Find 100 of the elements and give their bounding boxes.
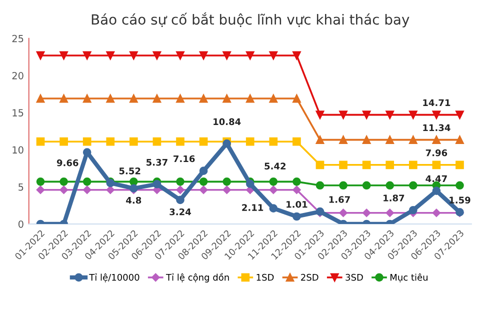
point bbox=[408, 136, 418, 144]
point bbox=[292, 186, 301, 194]
data-label: 4.47 bbox=[426, 175, 447, 182]
data-label: 1.59 bbox=[450, 196, 470, 204]
point bbox=[152, 94, 162, 103]
point bbox=[176, 178, 184, 186]
point bbox=[130, 51, 138, 60]
point bbox=[152, 137, 162, 146]
point bbox=[222, 186, 231, 194]
point bbox=[339, 208, 348, 217]
point bbox=[292, 94, 301, 103]
data-label: 2.11 bbox=[242, 204, 264, 211]
point bbox=[456, 181, 464, 190]
point bbox=[199, 137, 208, 146]
point bbox=[362, 110, 371, 119]
y-tick-label: 0 bbox=[18, 220, 24, 228]
y-tick-label: 25 bbox=[12, 34, 24, 42]
y-tick-label: 20 bbox=[12, 72, 24, 80]
data-label: 9.66 bbox=[56, 159, 78, 166]
point bbox=[316, 181, 324, 190]
point bbox=[82, 186, 92, 194]
data-label: 7.96 bbox=[426, 149, 448, 156]
point bbox=[222, 51, 231, 60]
point bbox=[408, 160, 418, 170]
point bbox=[106, 186, 115, 194]
point bbox=[199, 186, 208, 194]
point bbox=[269, 186, 278, 194]
point bbox=[386, 110, 394, 119]
point bbox=[432, 110, 441, 119]
point bbox=[269, 178, 278, 186]
y-tick-label: 5 bbox=[18, 183, 24, 191]
point bbox=[176, 51, 184, 60]
point bbox=[432, 186, 441, 195]
point bbox=[82, 94, 92, 103]
point bbox=[362, 160, 371, 170]
point bbox=[386, 181, 394, 190]
point bbox=[292, 137, 301, 146]
point bbox=[82, 51, 92, 60]
point bbox=[152, 51, 162, 60]
legend-label: Mục tiêu bbox=[390, 273, 428, 282]
point bbox=[60, 137, 68, 146]
point bbox=[36, 137, 45, 146]
point bbox=[130, 178, 138, 186]
point bbox=[106, 51, 115, 60]
data-label: 1.67 bbox=[329, 196, 350, 203]
point bbox=[176, 137, 184, 146]
point bbox=[386, 136, 394, 144]
legend-label: Tỉ lệ/10000 bbox=[89, 273, 140, 282]
point bbox=[456, 136, 464, 144]
data-label: 5.42 bbox=[264, 162, 286, 170]
point bbox=[246, 94, 254, 103]
point bbox=[36, 178, 45, 186]
point bbox=[60, 186, 68, 194]
point bbox=[106, 137, 115, 146]
point bbox=[292, 51, 301, 60]
point bbox=[222, 94, 231, 103]
point bbox=[199, 51, 208, 60]
point bbox=[292, 178, 301, 186]
point bbox=[362, 136, 371, 144]
point bbox=[222, 178, 231, 186]
point bbox=[269, 51, 278, 60]
point bbox=[339, 110, 348, 119]
point bbox=[456, 110, 464, 119]
point bbox=[176, 94, 184, 103]
data-label: 1.01 bbox=[286, 200, 308, 208]
point bbox=[408, 206, 418, 214]
point bbox=[432, 160, 441, 170]
point bbox=[60, 178, 68, 186]
point bbox=[269, 204, 278, 212]
point bbox=[82, 137, 92, 146]
point bbox=[269, 94, 278, 103]
point bbox=[456, 160, 464, 170]
data-label: 5.52 bbox=[119, 167, 140, 174]
chart-title: Báo cáo sự cố bắt buộc lĩnh vực khai thác bay bbox=[92, 12, 410, 28]
data-label: 10.84 bbox=[214, 118, 241, 126]
point bbox=[60, 94, 68, 103]
point bbox=[199, 166, 208, 176]
point bbox=[152, 180, 162, 188]
point bbox=[130, 94, 138, 103]
point bbox=[339, 181, 348, 190]
point bbox=[36, 51, 45, 60]
point bbox=[339, 160, 348, 170]
point bbox=[316, 110, 324, 119]
point bbox=[106, 94, 115, 103]
point bbox=[176, 196, 184, 204]
y-tick-label: 15 bbox=[12, 109, 24, 116]
legend-label: Tỉ lệ cộng dồn bbox=[166, 272, 229, 282]
point bbox=[386, 160, 394, 170]
point bbox=[130, 137, 138, 146]
y-tick-label: 10 bbox=[12, 146, 24, 154]
data-label: 4.8 bbox=[126, 196, 142, 204]
point bbox=[408, 110, 418, 119]
legend-label: 3SD bbox=[346, 274, 363, 281]
point bbox=[60, 51, 68, 60]
point bbox=[246, 137, 254, 146]
point bbox=[339, 136, 348, 144]
point bbox=[432, 208, 441, 217]
point bbox=[269, 137, 278, 146]
data-label: 7.16 bbox=[174, 155, 195, 162]
data-label: 1.87 bbox=[384, 194, 404, 202]
